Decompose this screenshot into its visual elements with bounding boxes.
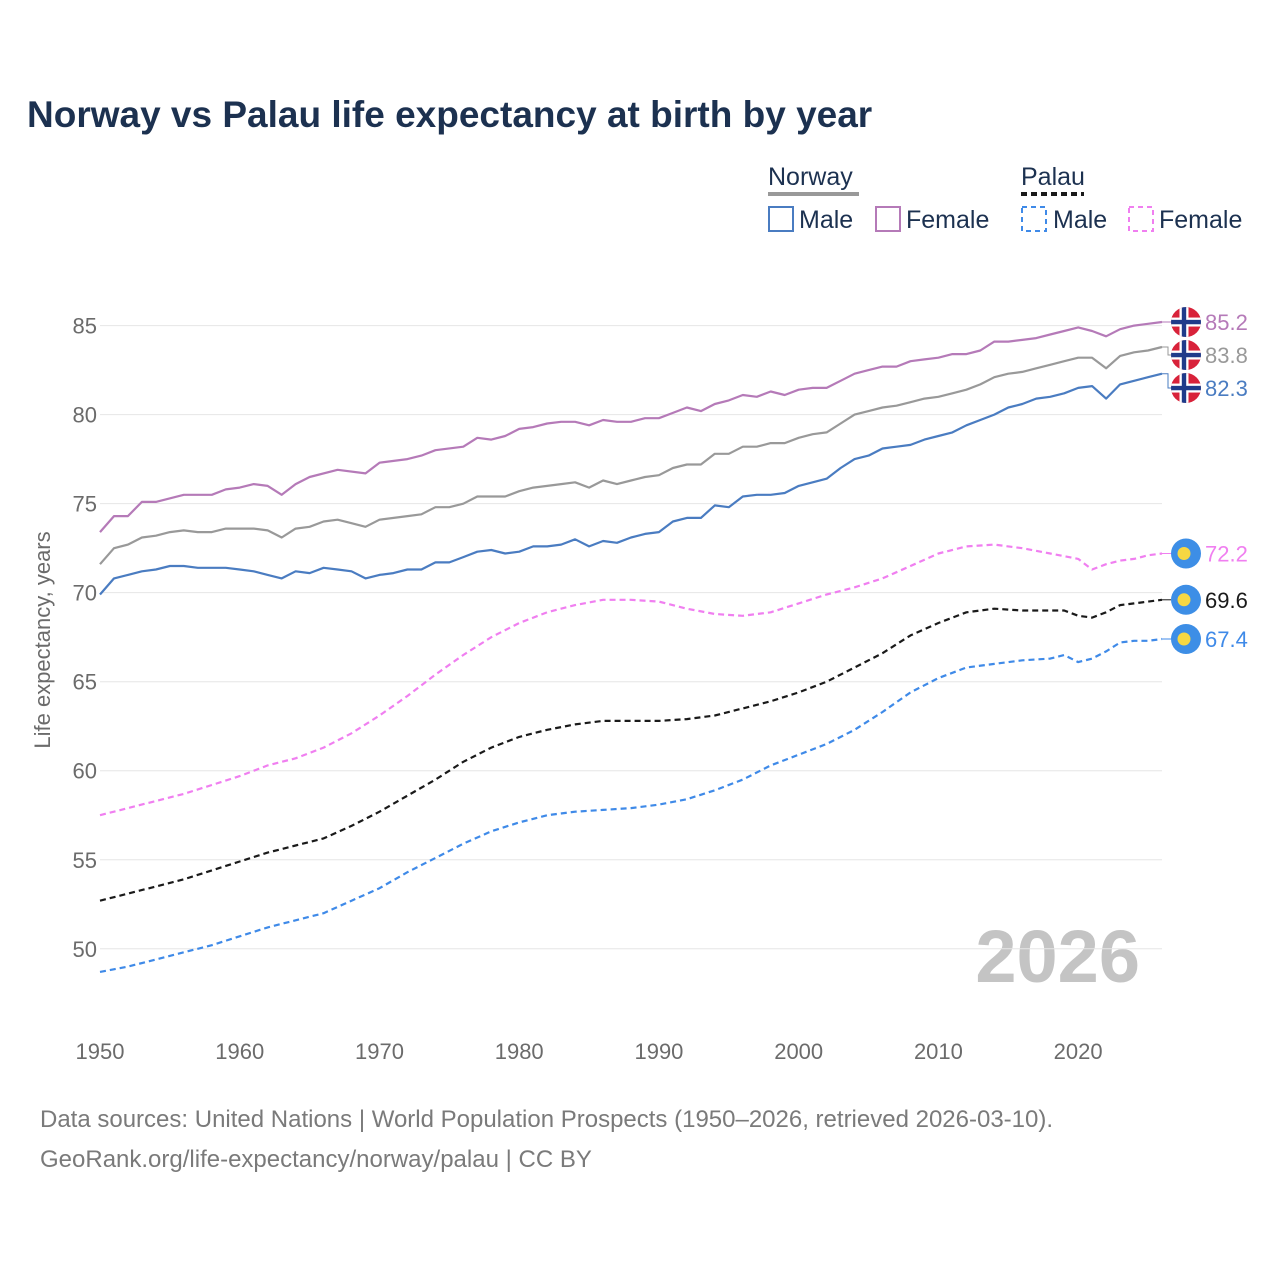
palau-flag-icon bbox=[1171, 584, 1201, 615]
legend-norway-heading: Norway bbox=[768, 163, 853, 191]
end-value-label: 67.4 bbox=[1205, 627, 1248, 652]
legend-norway-male-swatch[interactable] bbox=[768, 206, 794, 232]
footer-link[interactable]: GeoRank.org/life-expectancy/norway/palau… bbox=[40, 1146, 592, 1173]
legend-norway-female-swatch[interactable] bbox=[875, 206, 901, 232]
end-value-label: 82.3 bbox=[1205, 376, 1248, 401]
legend-palau-male-swatch[interactable] bbox=[1021, 206, 1047, 232]
series-line-norway-male[interactable] bbox=[99, 372, 1163, 596]
end-markers: 85.2 83.8 82.3 72.2 69.6 67.4 bbox=[1162, 307, 1248, 654]
series-line-palau-female[interactable] bbox=[99, 543, 1163, 817]
end-connector bbox=[1162, 373, 1171, 389]
palau-flag-icon bbox=[1171, 623, 1201, 654]
legend: Norway Palau Male Female Male Female bbox=[768, 163, 1242, 234]
flag-cross-blue-v bbox=[1181, 340, 1187, 371]
y-tick-label: 65 bbox=[73, 670, 97, 695]
legend-palau-female-swatch[interactable] bbox=[1128, 206, 1154, 232]
chart-title: Norway vs Palau life expectancy at birth… bbox=[27, 94, 873, 135]
flag-moon bbox=[1177, 593, 1191, 607]
x-tick-label: 1970 bbox=[355, 1039, 404, 1064]
legend-palau-male-label[interactable]: Male bbox=[1053, 206, 1107, 234]
end-marker-norway-male: 82.3 bbox=[1162, 373, 1248, 404]
x-tick-label: 1960 bbox=[215, 1039, 264, 1064]
end-value-label: 85.2 bbox=[1205, 310, 1248, 335]
y-tick-label: 75 bbox=[73, 492, 97, 517]
y-axis: 50 55 60 65 70 75 80 85 bbox=[73, 314, 97, 962]
x-tick-label: 1950 bbox=[76, 1039, 125, 1064]
legend-palau-heading: Palau bbox=[1021, 163, 1085, 191]
end-marker-norway-female: 85.2 bbox=[1162, 307, 1248, 338]
watermark-year: 2026 bbox=[975, 915, 1140, 998]
x-tick-label: 2020 bbox=[1054, 1039, 1103, 1064]
end-marker-norway: 83.8 bbox=[1162, 340, 1248, 371]
palau-flag-icon bbox=[1171, 538, 1201, 569]
norway-flag-icon bbox=[1171, 340, 1201, 371]
series-line-norway[interactable] bbox=[99, 345, 1163, 565]
series-lines bbox=[99, 320, 1163, 973]
flag-body bbox=[1171, 340, 1201, 371]
legend-palau-female-label[interactable]: Female bbox=[1159, 206, 1242, 234]
end-connector bbox=[1162, 346, 1171, 356]
x-tick-label: 1980 bbox=[495, 1039, 544, 1064]
legend-norway-female-label[interactable]: Female bbox=[906, 206, 989, 234]
x-tick-label: 1990 bbox=[634, 1039, 683, 1064]
y-tick-label: 60 bbox=[73, 759, 97, 784]
flag-cross-blue-v bbox=[1181, 373, 1187, 404]
series-line-palau[interactable] bbox=[99, 598, 1163, 902]
end-value-label: 72.2 bbox=[1205, 542, 1248, 567]
series-line-norway-female[interactable] bbox=[99, 320, 1163, 533]
footer-source: Data sources: United Nations | World Pop… bbox=[40, 1106, 1054, 1133]
end-value-label: 69.6 bbox=[1205, 588, 1248, 613]
series-line-palau-male[interactable] bbox=[99, 637, 1163, 973]
x-axis: 1950 1960 1970 1980 1990 2000 2010 2020 bbox=[76, 1039, 1103, 1064]
flag-body bbox=[1171, 373, 1201, 404]
flag-cross-blue-v bbox=[1181, 307, 1187, 338]
end-value-label: 83.8 bbox=[1205, 343, 1248, 368]
x-tick-label: 2000 bbox=[774, 1039, 823, 1064]
flag-body bbox=[1171, 307, 1201, 338]
norway-flag-icon bbox=[1171, 307, 1201, 338]
norway-flag-icon bbox=[1171, 373, 1201, 404]
y-tick-label: 80 bbox=[73, 403, 97, 428]
x-tick-label: 2010 bbox=[914, 1039, 963, 1064]
y-tick-label: 50 bbox=[73, 937, 97, 962]
grid bbox=[100, 325, 1162, 950]
end-marker-palau-female: 72.2 bbox=[1162, 538, 1248, 569]
y-tick-label: 55 bbox=[73, 848, 97, 873]
end-marker-palau: 69.6 bbox=[1162, 584, 1248, 615]
flag-moon bbox=[1177, 632, 1191, 646]
flag-moon bbox=[1177, 547, 1191, 561]
y-tick-label: 70 bbox=[73, 581, 97, 606]
legend-norway-male-label[interactable]: Male bbox=[799, 206, 853, 234]
y-tick-label: 85 bbox=[73, 314, 97, 339]
y-axis-title: Life expectancy, years bbox=[30, 531, 55, 748]
end-marker-palau-male: 67.4 bbox=[1162, 623, 1248, 654]
